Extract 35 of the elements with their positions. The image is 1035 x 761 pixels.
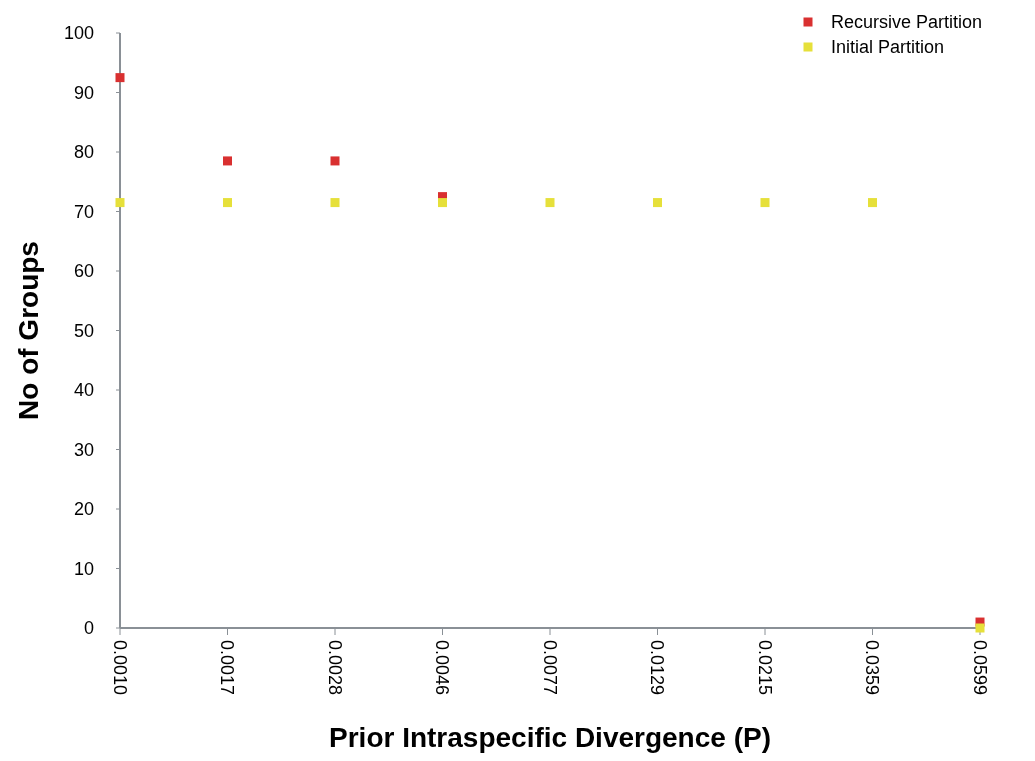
x-tick-label: 0.0215 xyxy=(754,640,775,696)
legend-label: Recursive Partition xyxy=(831,12,983,33)
x-tick-label: 0.0046 xyxy=(432,640,453,696)
point xyxy=(223,156,232,166)
x-tick-label: 0.0599 xyxy=(969,640,990,696)
y-tick-label: 20 xyxy=(73,499,94,520)
point xyxy=(115,73,125,83)
x-tick-label: 0.0359 xyxy=(862,640,883,696)
y-tick-label: 40 xyxy=(73,380,94,401)
x-axis-title: Prior Intraspecific Divergence (P) xyxy=(329,722,771,753)
point xyxy=(545,198,555,208)
point xyxy=(223,198,232,208)
point xyxy=(868,198,877,208)
y-tick-label: 100 xyxy=(63,23,94,44)
x-tick-label: 0.0077 xyxy=(539,640,560,696)
y-tick-label: 70 xyxy=(73,201,94,222)
y-axis-title: No of Groups xyxy=(13,241,44,420)
point xyxy=(438,198,447,208)
x-tick-label: 0.0017 xyxy=(217,640,238,696)
x-tick-label: 0.0010 xyxy=(109,640,130,696)
y-tick-label: 30 xyxy=(73,439,94,460)
y-tick-label: 60 xyxy=(73,261,94,282)
x-tick-label: 0.0028 xyxy=(324,640,345,696)
point xyxy=(760,198,770,208)
y-tick-label: 0 xyxy=(83,618,94,639)
point xyxy=(653,198,662,208)
legend-label: Initial Partition xyxy=(831,37,945,58)
y-tick-label: 80 xyxy=(73,142,94,163)
y-tick-label: 50 xyxy=(73,320,94,341)
y-tick-label: 90 xyxy=(73,82,94,103)
y-tick-label: 10 xyxy=(73,558,94,579)
x-tick-label: 0.0129 xyxy=(647,640,668,696)
point xyxy=(330,198,340,208)
point xyxy=(330,156,340,166)
point xyxy=(115,198,125,208)
